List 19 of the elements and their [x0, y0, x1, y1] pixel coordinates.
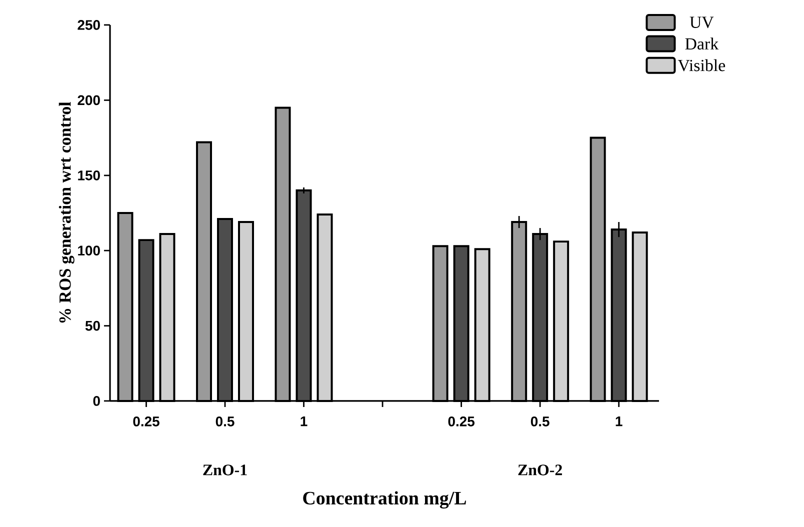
y-tick-label: 200 — [78, 95, 100, 106]
y-tick-label: 250 — [78, 20, 100, 30]
x-axis-title: Concentration mg/L — [303, 491, 466, 509]
y-tick-label: 0 — [93, 396, 100, 406]
text: ZnO-2 — [518, 464, 562, 476]
x-tick-label: 1 — [616, 416, 622, 426]
text: ZnO-1 — [203, 464, 247, 476]
legend-label: UV — [690, 16, 714, 28]
x-tick-label: 0.5 — [216, 416, 234, 426]
y-tick-label: 150 — [78, 170, 100, 180]
y-axis-title: % ROS generation wrt control — [58, 102, 74, 323]
x-tick-label: 0.25 — [133, 416, 160, 426]
legend-label: Dark — [685, 38, 719, 50]
y-tick-label: 100 — [78, 246, 100, 256]
x-tick-label: 1 — [300, 416, 308, 426]
x-tick-label: 0.5 — [530, 416, 550, 426]
x-tick-label: 0.25 — [448, 416, 474, 426]
y-tick-label: 50 — [85, 320, 100, 331]
legend-label: Visible — [678, 59, 726, 72]
